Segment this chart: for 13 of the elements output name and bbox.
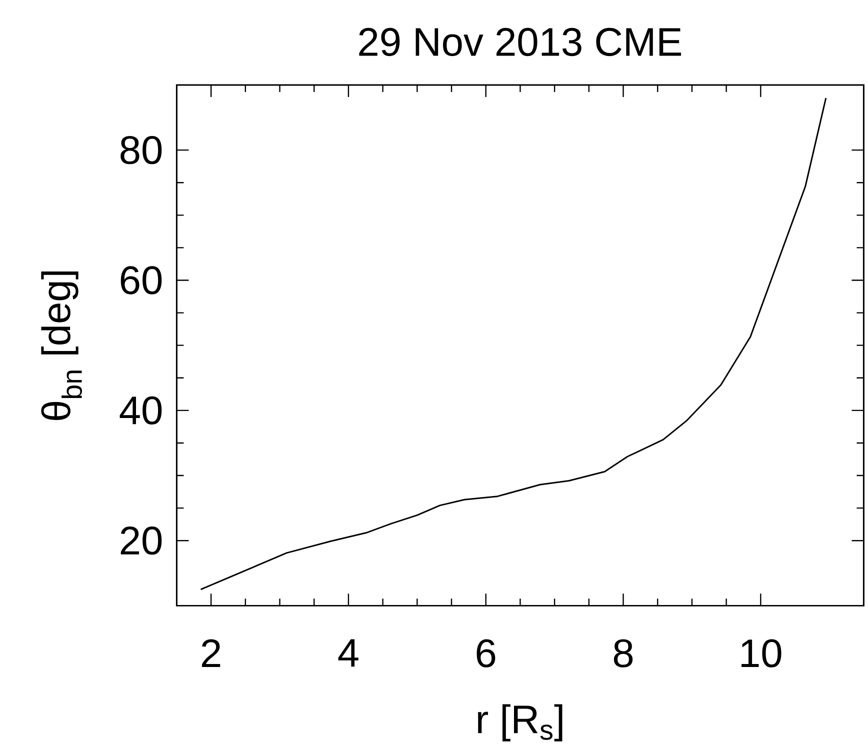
- x-tick-label: 10: [742, 639, 782, 668]
- y-tick-label: 40: [120, 396, 162, 425]
- x-tick-label: 2: [202, 639, 220, 668]
- y-tick-label: 20: [120, 526, 162, 555]
- line-series: [200, 97, 827, 590]
- y-tick-label: 80: [120, 136, 162, 164]
- x-tick-label: 6: [476, 639, 496, 668]
- x-axis-title: r [R$_{s}$]: [478, 704, 562, 742]
- x-tick-label: 4: [338, 639, 358, 667]
- x-tick-label: 8: [614, 639, 633, 668]
- y-tick-label: 60: [120, 266, 162, 294]
- chart-title: 29 Nov 2013 CME: [359, 28, 682, 56]
- y-axis-title: θ$_{bn}$ [deg]: [41, 271, 82, 420]
